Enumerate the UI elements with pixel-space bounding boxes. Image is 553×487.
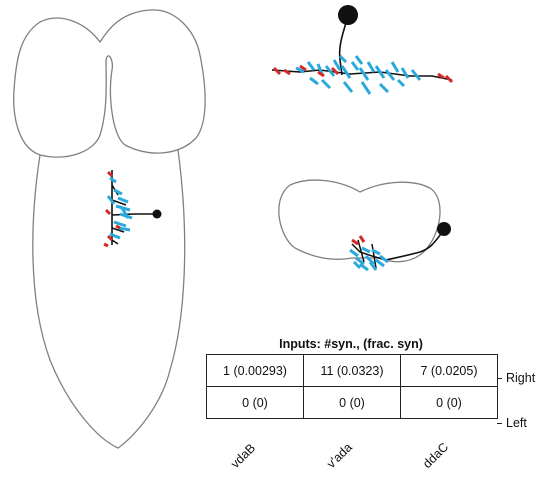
cell-right-vdaB: 1 (0.00293) xyxy=(206,354,304,387)
postsynaptic-sites xyxy=(106,176,133,240)
column-label-vada: v'ada xyxy=(324,440,355,471)
row-label-left: Left xyxy=(506,416,527,430)
row-tick-right xyxy=(497,378,502,379)
primary-neurite xyxy=(385,229,445,261)
presynaptic-sites xyxy=(103,170,121,248)
presynaptic-sites xyxy=(272,64,454,84)
soma xyxy=(338,5,358,25)
postsynaptic-sites xyxy=(349,246,389,272)
column-label-ddaC: ddaC xyxy=(420,439,452,471)
cell-right-ddaC: 7 (0.0205) xyxy=(400,354,498,387)
neuron-lateral-view xyxy=(271,5,454,95)
table-title: Inputs: #syn., (frac. syn) xyxy=(279,337,423,351)
soma xyxy=(152,209,162,219)
cell-left-ddaC: 0 (0) xyxy=(400,386,498,419)
vnc-outline xyxy=(32,149,186,449)
synapse-input-table: Inputs: #syn., (frac. syn) 1 (0.00293) 1… xyxy=(206,337,553,487)
neuron-skeleton xyxy=(351,239,387,269)
cross-section-view xyxy=(278,179,451,272)
cns-outline xyxy=(13,9,206,449)
presynaptic-sites xyxy=(351,235,366,246)
postsynaptic-sites xyxy=(295,54,422,95)
brain-lobe-left xyxy=(13,9,206,158)
input-grid: 1 (0.00293) 11 (0.0323) 7 (0.0205) 0 (0)… xyxy=(206,354,498,419)
neuron-cns-view xyxy=(103,170,162,248)
column-label-vdaB: vdaB xyxy=(228,440,259,471)
cell-left-vada: 0 (0) xyxy=(303,386,401,419)
table-row-right: 1 (0.00293) 11 (0.0323) 7 (0.0205) xyxy=(206,354,498,387)
cross-section-outline xyxy=(278,179,441,263)
cell-left-vdaB: 0 (0) xyxy=(206,386,304,419)
soma xyxy=(437,222,451,236)
row-tick-left xyxy=(497,423,502,424)
table-row-left: 0 (0) 0 (0) 0 (0) xyxy=(206,386,498,419)
cell-right-vada: 11 (0.0323) xyxy=(303,354,401,387)
row-label-right: Right xyxy=(506,371,536,385)
